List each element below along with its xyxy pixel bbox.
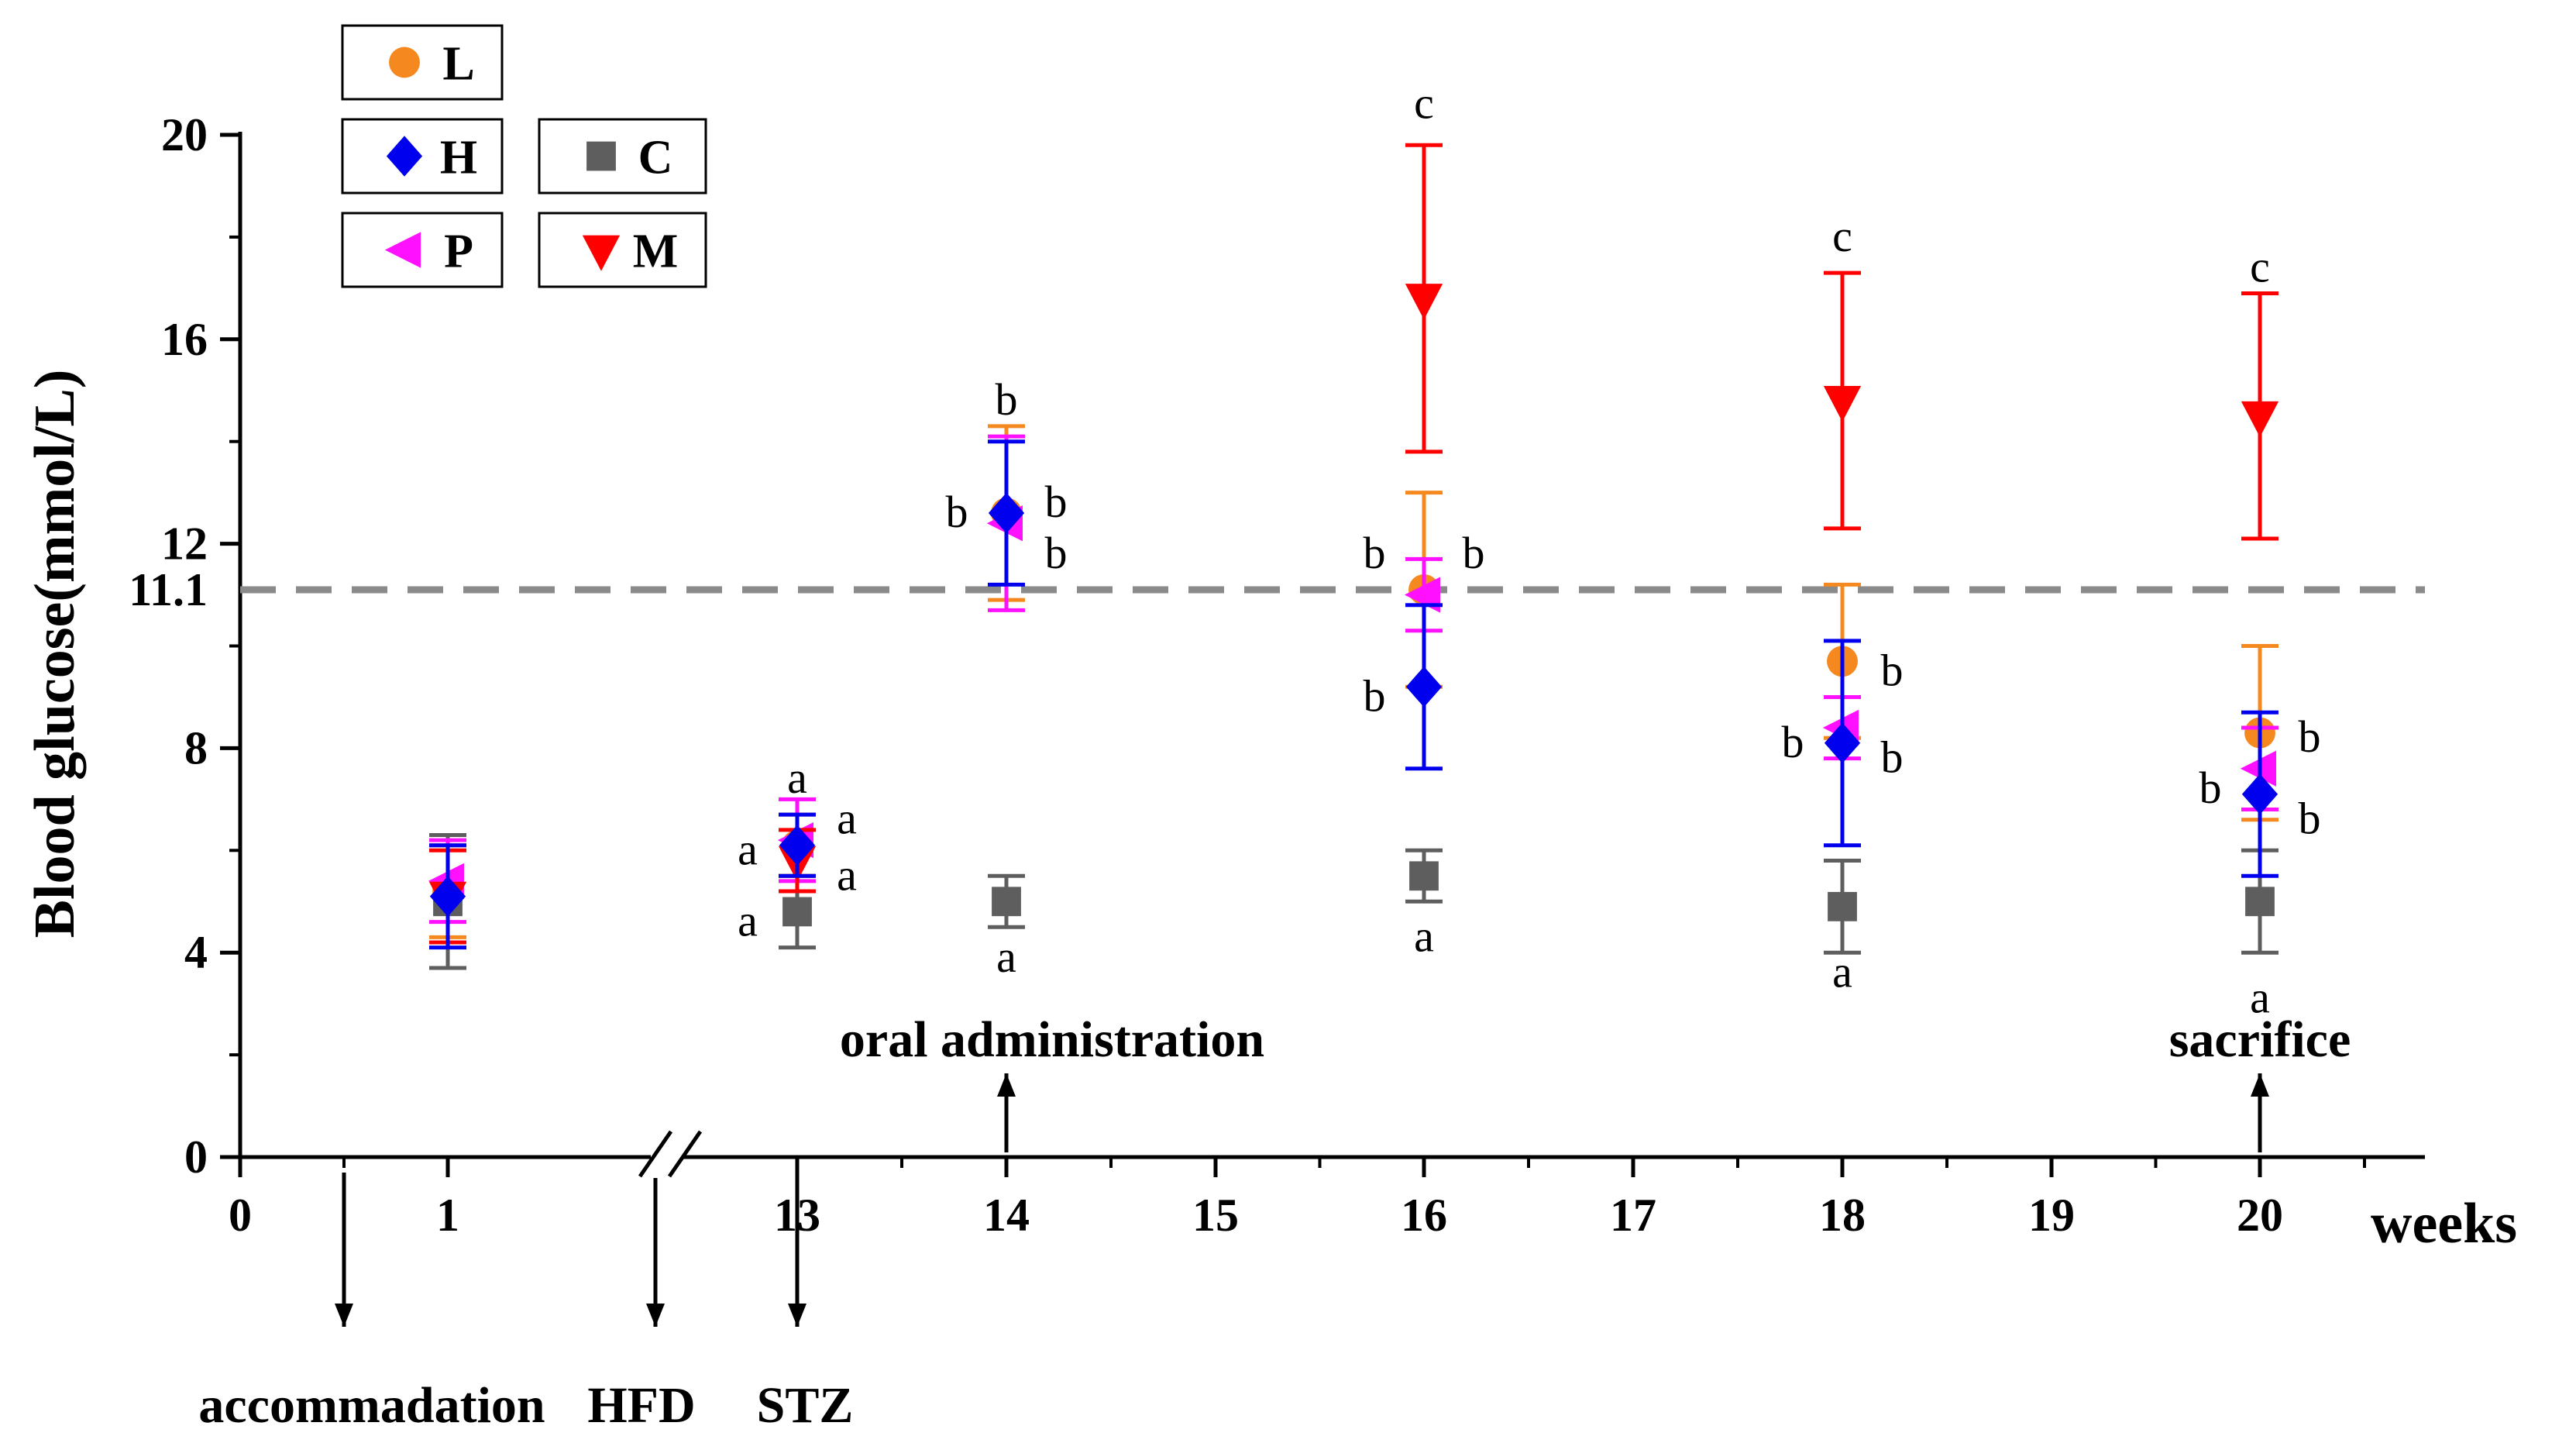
significance-letter: c bbox=[1414, 77, 1434, 128]
x-tick-label: 18 bbox=[1819, 1190, 1866, 1241]
arrow-head bbox=[997, 1073, 1016, 1097]
x-axis-title: weeks bbox=[2371, 1192, 2517, 1255]
significance-letter: b bbox=[1881, 732, 1904, 783]
legend-item-l: L bbox=[341, 24, 504, 101]
y-tick-label: 12 bbox=[161, 518, 208, 570]
y-axis-title: Blood glucose(mmol/L) bbox=[23, 370, 87, 939]
y-tick-label: 20 bbox=[161, 109, 208, 160]
y-tick-label: 16 bbox=[161, 314, 208, 365]
data-point-h bbox=[1405, 666, 1443, 708]
significance-letter: b bbox=[946, 487, 968, 537]
significance-letter: a bbox=[787, 753, 807, 803]
legend-box bbox=[538, 212, 707, 288]
legend-marker-l bbox=[389, 46, 420, 78]
legend-marker-p bbox=[384, 232, 421, 268]
significance-letter: b bbox=[2199, 763, 2222, 813]
x-tick-label: 0 bbox=[229, 1190, 252, 1241]
significance-letter: a bbox=[1414, 911, 1434, 961]
arrow-head bbox=[646, 1304, 665, 1327]
series-c bbox=[429, 833, 2279, 970]
data-point-c bbox=[992, 887, 1021, 917]
legend-box bbox=[341, 24, 504, 101]
data-point-h bbox=[2241, 773, 2279, 815]
up-arrow bbox=[997, 1073, 1016, 1152]
x-tick-label: 15 bbox=[1192, 1190, 1239, 1241]
down-arrow bbox=[788, 1173, 807, 1327]
data-point-c bbox=[1409, 861, 1439, 891]
data-point-m bbox=[2241, 401, 2279, 438]
legend-item-h: H bbox=[341, 118, 504, 195]
legend-box bbox=[341, 212, 504, 288]
data-point-c bbox=[782, 897, 812, 927]
axis-break-mark bbox=[638, 1130, 673, 1178]
legend-marker-h bbox=[386, 136, 423, 177]
significance-letter: b bbox=[1463, 528, 1485, 578]
significance-letter: b bbox=[1045, 528, 1068, 578]
legend-label: L bbox=[442, 38, 474, 91]
x-tick-label: 17 bbox=[1610, 1190, 1656, 1241]
legend-marker-m bbox=[582, 235, 621, 271]
data-point-c bbox=[1828, 891, 1857, 921]
significance-letter: b bbox=[1782, 717, 1804, 767]
data-point-m bbox=[1405, 284, 1443, 320]
significance-letter: a bbox=[738, 896, 758, 946]
down-arrow bbox=[335, 1173, 353, 1327]
data-point-h bbox=[429, 876, 466, 917]
x-tick-label: 20 bbox=[2237, 1190, 2283, 1241]
legend-label: H bbox=[440, 132, 477, 184]
arrow-head bbox=[335, 1304, 353, 1327]
significance-letter: a bbox=[738, 824, 758, 874]
up-arrow bbox=[2251, 1073, 2269, 1152]
significance-letter: a bbox=[1832, 947, 1852, 997]
legend-label: M bbox=[633, 226, 679, 278]
significance-letter: b bbox=[2299, 794, 2321, 844]
significance-letter: a bbox=[837, 849, 857, 900]
legend-label: P bbox=[444, 226, 473, 278]
significance-letter: b bbox=[2299, 711, 2321, 762]
series-p bbox=[428, 434, 2279, 925]
down-arrow bbox=[646, 1178, 665, 1327]
series-l bbox=[429, 424, 2279, 939]
significance-letter: a bbox=[996, 932, 1016, 982]
data-point-h bbox=[1824, 722, 1861, 764]
significance-letter: b bbox=[1364, 670, 1386, 721]
y-tick-label: 8 bbox=[184, 722, 208, 773]
data-point-h bbox=[779, 825, 816, 866]
legend-box bbox=[538, 118, 707, 195]
legend-label: C bbox=[638, 132, 673, 184]
significance-letter: c bbox=[1832, 211, 1852, 261]
significance-letter: a bbox=[2250, 973, 2270, 1023]
annotation-label: accommadation bbox=[198, 1377, 545, 1434]
x-tick-label: 14 bbox=[983, 1190, 1030, 1241]
series-h bbox=[429, 439, 2279, 950]
annotation-label: STZ bbox=[757, 1377, 854, 1434]
legend-item-p: P bbox=[341, 212, 504, 288]
data-point-m bbox=[1823, 386, 1862, 422]
data-point-c bbox=[2245, 887, 2275, 917]
annotation-label: HFD bbox=[587, 1377, 695, 1434]
legend-marker-c bbox=[586, 141, 616, 171]
arrow-head bbox=[2251, 1073, 2269, 1097]
axis-break-mark bbox=[667, 1130, 703, 1178]
legend-item-c: C bbox=[538, 118, 707, 195]
legend-item-m: M bbox=[538, 212, 707, 288]
x-tick-label: 19 bbox=[2028, 1190, 2075, 1241]
x-tick-label: 1 bbox=[436, 1190, 459, 1241]
significance-letter: b bbox=[1364, 528, 1386, 578]
significance-letter: b bbox=[1881, 645, 1904, 695]
y-tick-label: 4 bbox=[184, 927, 208, 978]
x-tick-label: 16 bbox=[1401, 1190, 1447, 1241]
y-tick-label: 0 bbox=[184, 1131, 208, 1183]
annotation-label: oral administration bbox=[840, 1011, 1264, 1068]
arrow-head bbox=[788, 1304, 807, 1327]
significance-letter: b bbox=[1045, 477, 1068, 527]
annotation-label: sacrifice bbox=[2169, 1011, 2351, 1068]
significance-letter: a bbox=[837, 794, 857, 844]
threshold-label: 11.1 bbox=[129, 564, 208, 615]
significance-letter: c bbox=[2250, 241, 2270, 291]
significance-letter: b bbox=[996, 374, 1018, 425]
data-point-h bbox=[988, 492, 1025, 534]
